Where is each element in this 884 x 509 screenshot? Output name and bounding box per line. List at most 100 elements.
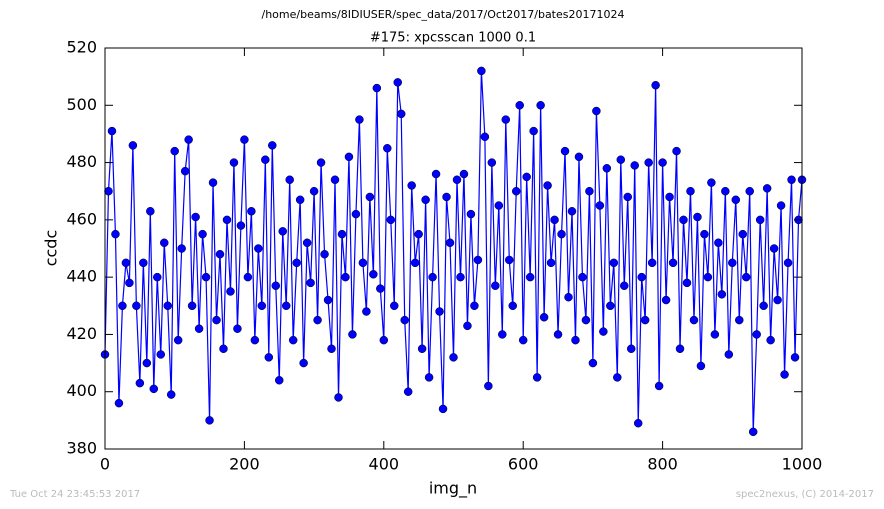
data-point xyxy=(606,301,615,311)
y-tick-label: 500 xyxy=(66,95,97,114)
data-point xyxy=(525,272,535,282)
data-point xyxy=(675,344,685,353)
data-point xyxy=(114,398,124,408)
data-point xyxy=(536,101,545,110)
data-point xyxy=(620,281,629,290)
data-point xyxy=(295,195,305,205)
data-point xyxy=(787,175,796,185)
data-point xyxy=(578,272,587,282)
data-point xyxy=(135,378,145,388)
data-point xyxy=(585,186,594,196)
data-point xyxy=(233,324,242,333)
data-point xyxy=(647,258,657,268)
data-point xyxy=(372,83,382,93)
data-point xyxy=(400,315,409,325)
data-point xyxy=(689,315,699,325)
data-point xyxy=(187,301,197,311)
data-point xyxy=(149,384,159,394)
data-point xyxy=(288,335,298,345)
data-point xyxy=(177,244,186,253)
data-point xyxy=(261,155,270,164)
data-point xyxy=(180,166,190,176)
data-point xyxy=(637,272,646,282)
data-point xyxy=(379,335,389,345)
data-point xyxy=(431,169,441,179)
data-point xyxy=(323,295,333,305)
data-point xyxy=(776,201,786,210)
y-tick-label: 400 xyxy=(66,381,97,400)
data-point xyxy=(278,227,287,236)
data-point xyxy=(741,272,751,282)
data-point xyxy=(456,272,465,282)
data-point xyxy=(142,358,152,368)
data-point xyxy=(783,258,793,268)
data-point xyxy=(163,301,172,311)
data-point xyxy=(557,229,566,239)
data-point xyxy=(424,373,434,382)
data-point xyxy=(532,373,542,382)
data-point xyxy=(696,361,706,371)
data-point xyxy=(156,350,166,359)
data-point xyxy=(738,229,748,239)
data-point xyxy=(731,195,741,205)
data-point xyxy=(626,344,636,353)
data-point xyxy=(473,255,483,265)
data-point xyxy=(226,287,235,296)
data-point xyxy=(668,258,678,268)
data-point xyxy=(438,404,448,414)
data-point xyxy=(410,258,420,268)
data-point xyxy=(292,258,301,268)
data-point xyxy=(302,238,312,248)
data-point xyxy=(407,181,416,190)
data-point xyxy=(111,229,120,239)
data-point xyxy=(170,146,179,156)
x-tick-label: 1000 xyxy=(782,455,823,474)
data-point xyxy=(686,186,695,196)
data-point xyxy=(383,144,392,153)
y-tick-label: 420 xyxy=(66,324,97,343)
data-point xyxy=(254,244,263,253)
data-point xyxy=(271,281,281,290)
data-point xyxy=(250,335,260,345)
data-point xyxy=(574,152,584,162)
data-point xyxy=(762,184,772,193)
data-point xyxy=(613,373,622,382)
data-point xyxy=(484,381,493,391)
y-tick-label: 460 xyxy=(66,209,97,228)
data-point xyxy=(125,278,134,288)
data-point xyxy=(153,272,162,282)
data-point xyxy=(281,301,291,311)
data-point xyxy=(139,258,148,268)
data-point xyxy=(417,344,427,353)
data-point xyxy=(393,78,402,87)
data-point xyxy=(679,215,688,225)
data-point xyxy=(107,126,117,136)
plot-area xyxy=(100,66,807,437)
data-point xyxy=(215,249,225,259)
data-point xyxy=(477,66,486,76)
data-point xyxy=(240,135,249,144)
data-point xyxy=(661,295,671,305)
data-point xyxy=(445,238,455,248)
data-point xyxy=(640,315,650,325)
y-tick-label: 440 xyxy=(66,267,97,286)
footer-left: Tue Oct 24 23:45:53 2017 xyxy=(9,489,140,500)
data-point xyxy=(316,158,326,167)
data-point xyxy=(159,238,169,248)
data-point xyxy=(780,370,789,379)
data-point xyxy=(166,390,176,399)
data-point xyxy=(146,207,155,216)
data-point xyxy=(341,272,350,282)
x-tick-label: 0 xyxy=(100,455,110,474)
data-point xyxy=(529,126,538,136)
data-point xyxy=(459,169,469,179)
data-point xyxy=(543,181,552,190)
data-point xyxy=(191,212,200,222)
data-point xyxy=(682,278,692,288)
data-point xyxy=(480,132,490,142)
data-point xyxy=(564,292,573,302)
data-point xyxy=(428,272,437,282)
data-point xyxy=(348,330,357,339)
data-point xyxy=(651,80,660,90)
